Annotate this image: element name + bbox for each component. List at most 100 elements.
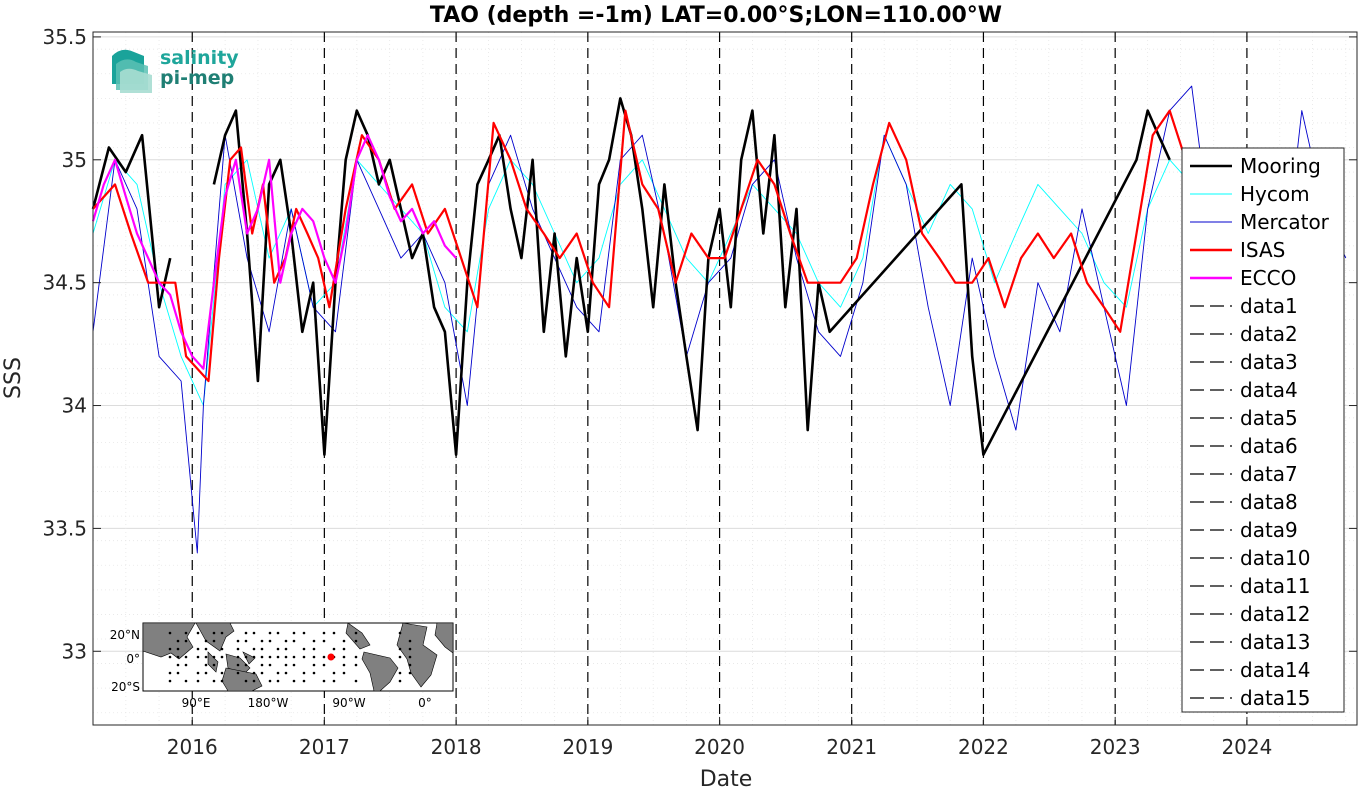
mooring-dot	[312, 655, 316, 659]
mooring-dot	[260, 671, 264, 675]
mooring-dot	[196, 679, 200, 683]
mooring-dot	[302, 647, 306, 651]
x-tick-label: 2018	[431, 735, 482, 759]
mooring-dot	[322, 679, 326, 683]
mooring-dot	[284, 647, 288, 651]
mooring-dot	[342, 639, 346, 643]
mooring-dot	[236, 639, 240, 643]
mooring-dot	[260, 663, 264, 667]
mooring-dot	[244, 631, 248, 635]
legend-label-data12: data12	[1240, 602, 1311, 626]
mooring-dot	[342, 647, 346, 651]
chart-title: TAO (depth =-1m) LAT=0.00°S;LON=110.00°W	[430, 3, 1002, 28]
legend-label-mooring: Mooring	[1240, 154, 1321, 178]
mooring-dot	[302, 679, 306, 683]
mooring-dot	[204, 663, 208, 667]
mooring-dot	[204, 639, 208, 643]
map-lat-label-0: 0°	[126, 652, 140, 666]
mooring-dot	[342, 663, 346, 667]
mooring-dot	[212, 639, 216, 643]
y-axis-title: SSS	[1, 357, 26, 399]
x-tick-label: 2024	[1221, 735, 1272, 759]
mooring-dot	[212, 663, 216, 667]
mooring-dot	[168, 679, 172, 683]
mooring-dot	[204, 655, 208, 659]
x-axis: 2016 2017 2018 2019 2020 2021 2022 2023 2024	[167, 717, 1272, 759]
mooring-dot	[302, 631, 306, 635]
legend-label-data5: data5	[1240, 406, 1298, 430]
logo-wave-icon	[112, 49, 152, 93]
mooring-dot	[292, 663, 296, 667]
legend-label-data8: data8	[1240, 490, 1298, 514]
plot-area	[93, 32, 1357, 725]
legend-label-hycom: Hycom	[1240, 182, 1310, 206]
plot-frame	[92, 31, 1358, 726]
mooring-dot	[398, 647, 402, 651]
mooring-dot	[268, 639, 272, 643]
mooring-dot	[312, 671, 316, 675]
mooring-dot	[276, 647, 280, 651]
x-tick-label: 2019	[562, 735, 613, 759]
y-tick-label: 33.5	[42, 516, 87, 540]
legend-label-data3: data3	[1240, 350, 1298, 374]
map-lon-label-90w: 90°W	[332, 696, 365, 710]
mooring-dot	[220, 679, 224, 683]
mooring-dot	[322, 663, 326, 667]
mooring-dot	[212, 655, 216, 659]
mooring-dot	[284, 663, 288, 667]
series-line-mercator	[92, 85, 1347, 554]
mooring-dot	[332, 679, 336, 683]
mooring-dot	[268, 631, 272, 635]
mooring-dot	[184, 639, 188, 643]
series-line-mooring	[91, 97, 1171, 456]
mooring-dot	[260, 647, 264, 651]
mooring-dot	[332, 671, 336, 675]
mooring-dot	[236, 655, 240, 659]
y-tick-label: 35	[62, 148, 87, 172]
mooring-dot	[196, 631, 200, 635]
mooring-dot	[176, 671, 180, 675]
map-lon-label-180w: 180°W	[248, 696, 289, 710]
mooring-dot	[398, 679, 402, 683]
legend-label-data9: data9	[1240, 518, 1298, 542]
mooring-dot	[292, 639, 296, 643]
mooring-dot	[408, 663, 412, 667]
mooring-dot	[168, 647, 172, 651]
x-tick-label: 2023	[1090, 735, 1141, 759]
legend-label-data11: data11	[1240, 574, 1311, 598]
mooring-dot	[236, 663, 240, 667]
mooring-dot	[252, 647, 256, 651]
mooring-dot	[322, 631, 326, 635]
mooring-dot	[236, 671, 240, 675]
mooring-dot	[342, 655, 346, 659]
mooring-dot	[276, 679, 280, 683]
mooring-dot	[252, 631, 256, 635]
y-axis: 33 33.5 34 34.5 35 35.5	[42, 25, 1357, 663]
selected-mooring-marker	[327, 653, 335, 661]
mooring-dot	[184, 631, 188, 635]
mooring-dot	[252, 671, 256, 675]
mooring-dot	[276, 655, 280, 659]
mooring-dot	[260, 639, 264, 643]
mooring-dot	[220, 631, 224, 635]
mooring-dot	[244, 663, 248, 667]
map-lat-label-20s: 20°S	[111, 680, 140, 694]
x-tick-label: 2020	[694, 735, 745, 759]
mooring-dot	[268, 655, 272, 659]
mooring-dot	[268, 663, 272, 667]
mooring-dot	[284, 671, 288, 675]
mooring-dot	[332, 647, 336, 651]
mooring-dot	[292, 679, 296, 683]
legend-label-data7: data7	[1240, 462, 1298, 486]
x-tick-label: 2021	[826, 735, 877, 759]
mooring-dot	[284, 655, 288, 659]
mooring-dot	[408, 671, 412, 675]
mooring-dot	[196, 671, 200, 675]
inset-map: 20°N 0° 20°S 90°E 180°W 90°W 0°	[110, 622, 454, 710]
mooring-dot	[398, 671, 402, 675]
mooring-dot	[354, 639, 358, 643]
map-lon-label-90e: 90°E	[182, 696, 211, 710]
mooring-dot	[244, 655, 248, 659]
x-tick-label: 2017	[299, 735, 350, 759]
